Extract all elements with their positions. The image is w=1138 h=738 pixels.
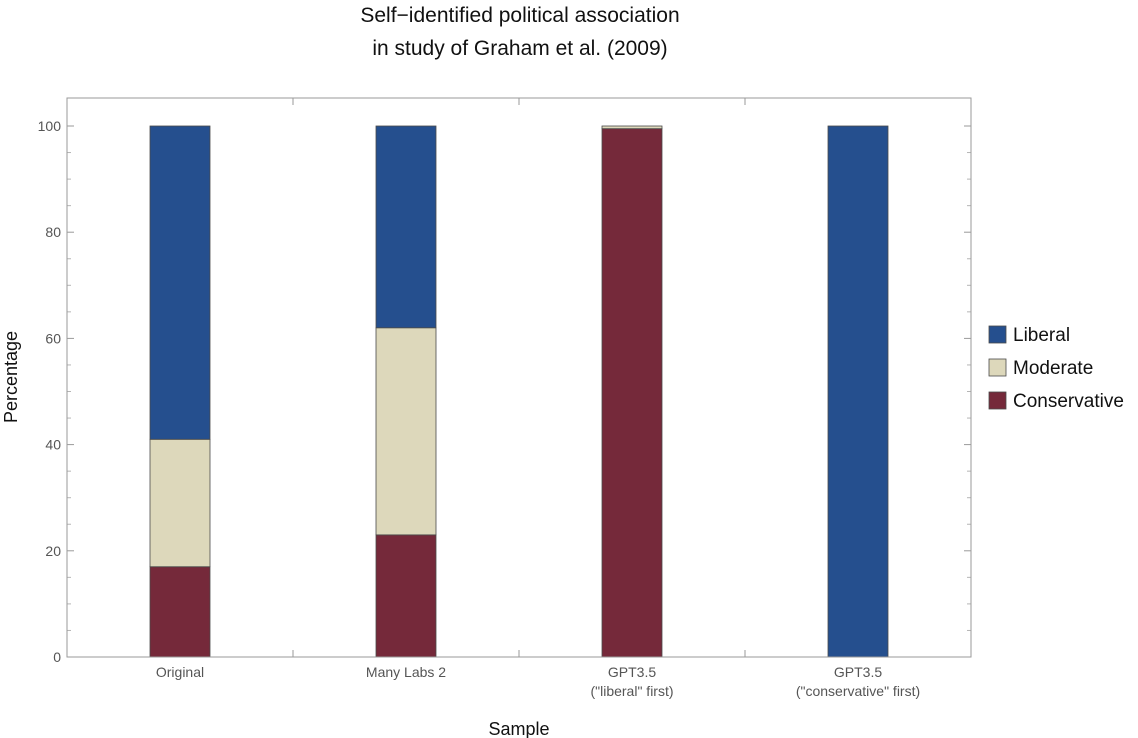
legend-swatch-conservative: [988, 391, 1007, 410]
y-tick-label: 100: [38, 118, 62, 134]
x-axis-title: Sample: [488, 719, 549, 738]
bar-liberal-4: [827, 125, 889, 658]
x-axis: Original Many Labs 2 GPT3.5 ("liberal" firs…: [156, 98, 920, 699]
bar-conservative-3: [601, 128, 663, 658]
y-tick-label: 60: [45, 330, 61, 346]
chart-title-line-1: Self−identified political association: [360, 4, 679, 27]
y-tick-label: 80: [45, 224, 61, 240]
bar-liberal-1: [149, 125, 211, 440]
legend: Liberal Moderate Conservative: [988, 325, 1124, 412]
bar-moderate-3: [601, 125, 663, 130]
bar-liberal-2: [375, 125, 437, 329]
x-tick-label: GPT3.5: [608, 664, 656, 680]
bar-conservative-1: [149, 566, 211, 658]
bar-conservative-2: [375, 534, 437, 658]
legend-swatch-moderate: [988, 358, 1007, 377]
chart-title-line-2: in study of Graham et al. (2009): [372, 37, 667, 60]
x-tick-label: Many Labs 2: [366, 664, 446, 680]
y-tick-label: 20: [45, 543, 61, 559]
y-tick-label: 40: [45, 437, 61, 453]
y-axis: 0 20 40 60 80 100: [38, 118, 971, 665]
x-tick-label: ("conservative" first): [796, 683, 920, 699]
legend-label-moderate: Moderate: [1013, 358, 1093, 379]
y-tick-label: 0: [53, 649, 61, 665]
bars-group: [149, 125, 889, 658]
x-tick-label: Original: [156, 664, 204, 680]
x-tick-label: GPT3.5: [834, 664, 882, 680]
legend-label-conservative: Conservative: [1013, 391, 1124, 412]
bar-moderate-2: [375, 327, 437, 536]
y-axis-title: Percentage: [1, 331, 21, 423]
plot-frame: [66, 97, 972, 658]
x-tick-label: ("liberal" first): [590, 683, 673, 699]
legend-label-liberal: Liberal: [1013, 325, 1070, 346]
bar-moderate-1: [149, 438, 211, 568]
legend-swatch-liberal: [988, 325, 1007, 344]
